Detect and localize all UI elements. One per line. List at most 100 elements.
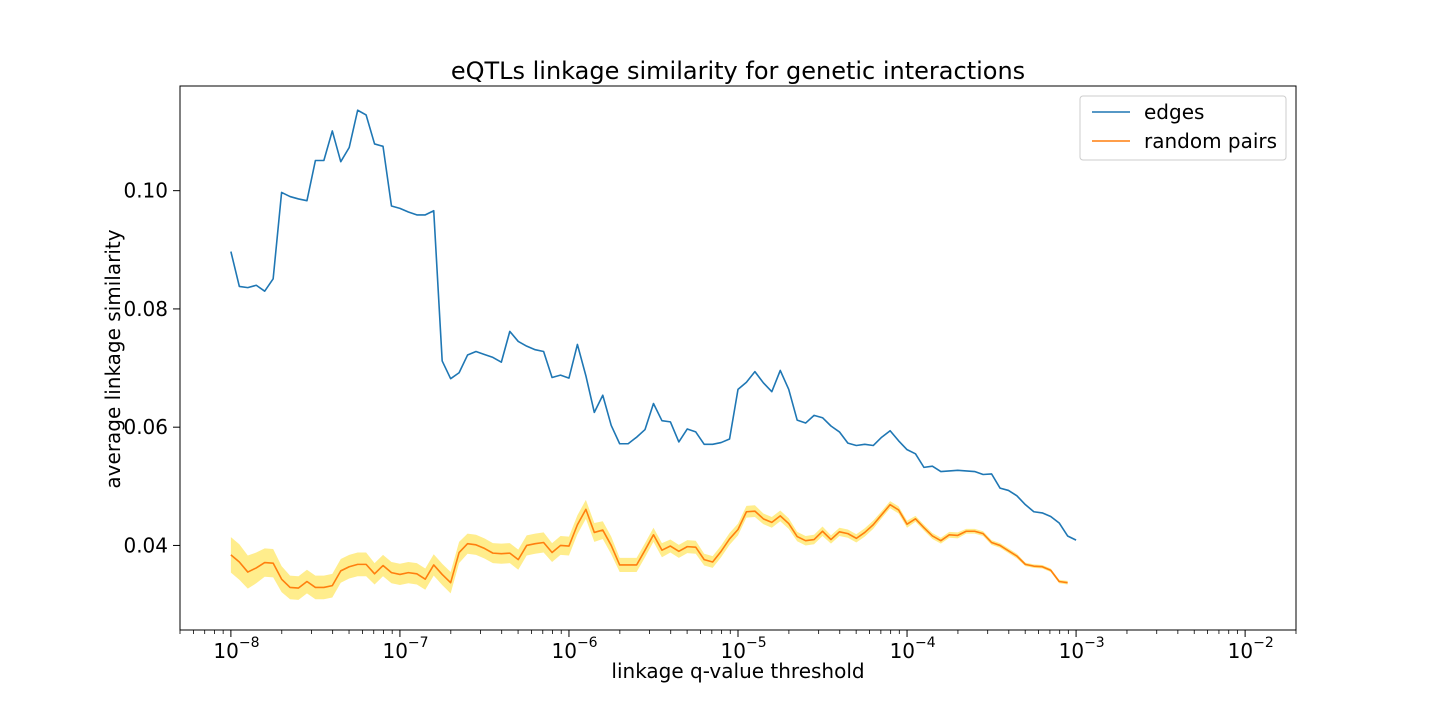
data-point-random-pairs: [669, 545, 671, 547]
data-point-random-pairs: [618, 564, 620, 566]
data-point-random-pairs: [686, 545, 688, 547]
data-point-random-pairs: [788, 522, 790, 524]
data-point-edges: [931, 465, 933, 467]
x-tick-label: 10: [721, 639, 746, 663]
data-point-edges: [711, 443, 713, 445]
data-point-edges: [627, 443, 629, 445]
data-point-edges: [331, 130, 333, 132]
data-point-random-pairs: [517, 558, 519, 560]
data-point-edges: [990, 473, 992, 475]
data-point-random-pairs: [897, 509, 899, 511]
data-point-edges: [678, 441, 680, 443]
data-point-edges: [737, 388, 739, 390]
data-point-random-pairs: [1058, 580, 1060, 582]
data-point-edges: [1033, 511, 1035, 513]
data-point-random-pairs: [779, 515, 781, 517]
x-tick-label: 10: [382, 639, 407, 663]
data-point-edges: [348, 146, 350, 148]
data-point-edges: [720, 441, 722, 443]
data-point-random-pairs: [382, 564, 384, 566]
data-point-random-pairs: [551, 551, 553, 553]
data-point-random-pairs: [728, 538, 730, 540]
data-point-random-pairs: [1066, 582, 1068, 584]
axes: 10 −8 10 −7 10 −6 10 −5 10 −4 10 −3 10 −20.040.060.08…: [123, 179, 1297, 663]
data-point-edges: [272, 278, 274, 280]
data-point-edges: [1024, 503, 1026, 505]
data-point-random-pairs: [931, 535, 933, 537]
data-point-random-pairs: [238, 561, 240, 563]
data-point-edges: [585, 375, 587, 377]
data-point-edges: [610, 424, 612, 426]
data-point-random-pairs: [348, 566, 350, 568]
data-point-edges: [416, 214, 418, 216]
data-point-random-pairs: [745, 511, 747, 513]
data-point-edges: [999, 487, 1001, 489]
data-point-edges: [551, 376, 553, 378]
data-point-random-pairs: [737, 528, 739, 530]
data-point-random-pairs: [390, 571, 392, 573]
x-tick-exponent: −3: [1084, 635, 1105, 651]
data-point-edges: [813, 414, 815, 416]
data-point-random-pairs: [433, 564, 435, 566]
data-point-random-pairs: [230, 554, 232, 556]
data-point-random-pairs: [272, 562, 274, 564]
data-point-random-pairs: [830, 538, 832, 540]
data-point-random-pairs: [492, 552, 494, 554]
data-point-edges: [500, 361, 502, 363]
data-point-edges: [762, 382, 764, 384]
x-tick-exponent: −5: [746, 635, 767, 651]
data-point-random-pairs: [914, 518, 916, 520]
data-point-random-pairs: [720, 550, 722, 552]
data-point-random-pairs: [407, 571, 409, 573]
data-point-edges: [982, 473, 984, 475]
data-point-random-pairs: [804, 540, 806, 542]
x-tick-exponent: −4: [915, 635, 936, 651]
data-point-edges: [559, 374, 561, 376]
data-point-edges: [1050, 515, 1052, 517]
legend-frame: [1079, 95, 1287, 161]
data-point-edges: [754, 370, 756, 372]
y-axis-label: average linkage similarity: [101, 229, 125, 488]
data-point-edges: [483, 353, 485, 355]
data-point-edges: [872, 444, 874, 446]
data-point-edges: [855, 444, 857, 446]
data-point-edges: [838, 431, 840, 433]
data-point-random-pairs: [906, 523, 908, 525]
data-point-edges: [373, 143, 375, 145]
data-point-edges: [407, 211, 409, 213]
series-line-edges: [230, 109, 1077, 541]
data-point-random-pairs: [1033, 565, 1035, 567]
data-point-random-pairs: [610, 544, 612, 546]
data-point-random-pairs: [973, 530, 975, 532]
data-point-edges: [263, 290, 265, 292]
data-point-edges: [864, 443, 866, 445]
data-point-edges: [940, 470, 942, 472]
y-tick-label: 0.10: [123, 179, 168, 203]
data-point-random-pairs: [1050, 569, 1052, 571]
data-point-edges: [255, 284, 257, 286]
data-point-random-pairs: [847, 532, 849, 534]
data-point-edges: [669, 421, 671, 423]
data-point-random-pairs: [449, 582, 451, 584]
legend-label-edges: edges: [1144, 100, 1204, 124]
data-point-edges: [509, 330, 511, 332]
data-point-edges: [492, 356, 494, 358]
x-tick-label: 10: [552, 639, 577, 663]
data-point-random-pairs: [526, 544, 528, 546]
data-point-edges: [297, 198, 299, 200]
data-point-edges: [382, 145, 384, 147]
data-point-random-pairs: [644, 549, 646, 551]
data-point-random-pairs: [880, 514, 882, 516]
data-point-edges: [830, 425, 832, 427]
data-point-edges: [728, 438, 730, 440]
data-point-edges: [238, 285, 240, 287]
data-point-edges: [804, 422, 806, 424]
data-point-edges: [618, 443, 620, 445]
data-point-random-pairs: [576, 524, 578, 526]
data-point-random-pairs: [990, 541, 992, 543]
random-pairs-band: [230, 499, 1068, 600]
data-point-random-pairs: [855, 537, 857, 539]
x-tick-label: 10: [890, 639, 915, 663]
data-point-edges: [247, 286, 249, 288]
